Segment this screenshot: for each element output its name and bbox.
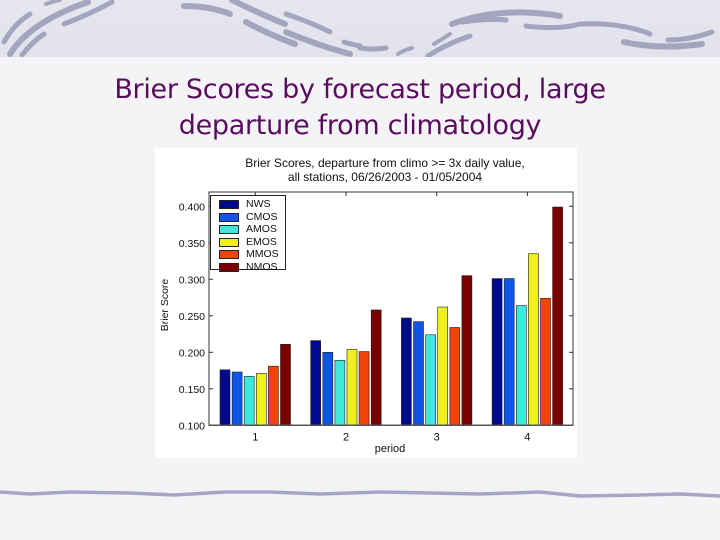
legend-item-amos: AMOS: [219, 223, 285, 236]
brush-line-decoration: [0, 490, 720, 498]
y-tick-label: 0.100: [179, 420, 205, 432]
bar-mmos-period-2: [358, 351, 370, 426]
bar-nws-period-1: [219, 369, 231, 426]
legend-item-nmos: NMOS: [219, 260, 285, 274]
bar-amos-period-2: [334, 360, 346, 426]
decorative-header-band: [0, 0, 720, 57]
bar-emos-period-4: [528, 253, 539, 426]
legend-label: MMOS: [246, 248, 279, 260]
bar-nmos-period-4: [552, 206, 563, 426]
brier-score-chart: Brier Scores, departure from climo >= 3x…: [155, 148, 577, 458]
legend-swatch: [219, 250, 239, 259]
legend-label: NWS: [246, 198, 271, 210]
y-tick-label: 0.250: [179, 311, 205, 323]
bar-emos-period-1: [256, 373, 267, 426]
bar-nmos-period-3: [461, 275, 473, 426]
bar-emos-period-2: [346, 349, 358, 426]
slide-title-line-1: Brier Scores by forecast period, large: [114, 74, 606, 105]
bar-nmos-period-1: [280, 343, 291, 426]
x-tick-label: 3: [434, 431, 440, 443]
y-tick-label: 0.150: [179, 384, 205, 396]
legend-item-emos: EMOS: [219, 235, 285, 249]
chart-title-line-2: all stations, 06/26/2003 - 01/05/2004: [287, 170, 483, 184]
bar-mmos-period-3: [449, 327, 461, 426]
legend-swatch: [219, 237, 239, 247]
bar-cmos-period-3: [413, 321, 424, 426]
x-axis-label: period: [374, 443, 406, 455]
chart-title-line-1: Brier Scores, departure from climo >= 3x…: [245, 156, 525, 170]
legend-label: EMOS: [246, 235, 277, 248]
legend-item-mmos: MMOS: [219, 248, 285, 261]
legend-item-cmos: CMOS: [219, 210, 285, 224]
slide-title: Brier Scores by forecast period, large d…: [60, 72, 660, 144]
x-tick-label: 1: [252, 431, 258, 443]
bar-amos-period-3: [425, 334, 436, 426]
legend-label: CMOS: [246, 210, 278, 223]
bar-mmos-period-1: [268, 365, 279, 426]
bar-amos-period-4: [515, 305, 527, 426]
legend-swatch: [219, 225, 239, 234]
y-tick-label: 0.350: [179, 238, 205, 250]
legend-swatch: [219, 212, 239, 222]
decorative-footer-rule: [0, 484, 720, 508]
bar-nmos-period-2: [370, 309, 382, 426]
legend-swatch: [219, 262, 239, 272]
x-tick-label: 4: [524, 431, 530, 443]
y-axis-label: Brier Score: [159, 278, 171, 332]
legend-label: AMOS: [246, 223, 277, 235]
bar-nws-period-2: [310, 340, 321, 426]
bar-cmos-period-4: [503, 278, 515, 426]
bar-nws-period-3: [401, 317, 412, 426]
bar-nws-period-4: [491, 278, 503, 426]
legend-swatch: [219, 200, 239, 209]
x-tick-label: 2: [343, 431, 349, 443]
bar-emos-period-3: [437, 306, 449, 426]
bar-mmos-period-4: [540, 297, 551, 426]
bar-amos-period-1: [243, 376, 255, 426]
y-tick-label: 0.300: [179, 274, 205, 286]
y-tick-label: 0.200: [179, 347, 205, 359]
bar-cmos-period-2: [322, 352, 334, 426]
bar-cmos-period-1: [231, 371, 243, 426]
y-tick-label: 0.400: [179, 201, 205, 213]
legend-item-nws: NWS: [219, 198, 285, 211]
chart-title: Brier Scores, departure from climo >= 3x…: [215, 156, 555, 184]
chart-legend: NWS CMOS AMOS EMOS MMOS NMOS: [210, 195, 286, 273]
slide-title-line-2: departure from climatology: [178, 110, 542, 141]
brush-swoosh-decoration: [1, 0, 715, 57]
legend-label: NMOS: [246, 260, 278, 273]
